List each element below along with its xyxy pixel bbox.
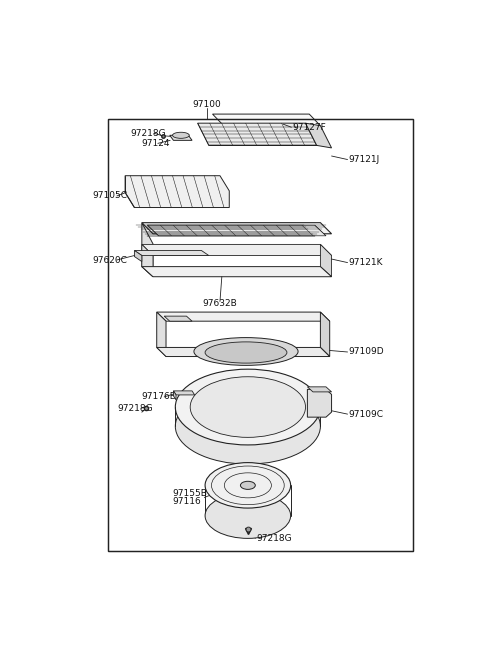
Ellipse shape [190, 377, 305, 438]
Polygon shape [142, 245, 332, 255]
Text: 97620C: 97620C [93, 256, 128, 264]
Text: 97176E: 97176E [141, 392, 176, 401]
Polygon shape [198, 123, 317, 146]
Polygon shape [147, 225, 326, 236]
Text: 97100: 97100 [192, 100, 221, 110]
Polygon shape [321, 245, 332, 277]
Ellipse shape [240, 482, 255, 489]
Polygon shape [173, 391, 176, 400]
Text: 97116: 97116 [172, 497, 201, 506]
Polygon shape [142, 222, 332, 234]
Bar [108, 119, 413, 551]
Text: 97109D: 97109D [348, 348, 384, 356]
Polygon shape [173, 391, 195, 395]
Text: 97218G: 97218G [117, 403, 153, 413]
Polygon shape [156, 348, 330, 357]
Polygon shape [125, 176, 229, 207]
Polygon shape [170, 135, 192, 140]
Polygon shape [307, 387, 332, 392]
Polygon shape [156, 312, 330, 321]
Polygon shape [134, 251, 142, 262]
Ellipse shape [205, 342, 287, 363]
Ellipse shape [205, 462, 290, 508]
Polygon shape [305, 123, 332, 148]
Polygon shape [164, 316, 192, 321]
Ellipse shape [175, 369, 321, 445]
Polygon shape [134, 251, 209, 255]
Polygon shape [156, 312, 166, 357]
Polygon shape [321, 312, 330, 357]
Text: 97124: 97124 [141, 139, 169, 148]
Polygon shape [142, 245, 153, 277]
Polygon shape [307, 390, 332, 417]
Text: 97155B: 97155B [172, 489, 207, 499]
Ellipse shape [194, 338, 298, 365]
Bar [108, 119, 413, 551]
Polygon shape [142, 266, 332, 277]
Ellipse shape [175, 388, 321, 464]
Text: 97218G: 97218G [130, 129, 166, 138]
Text: 97127F: 97127F [292, 123, 326, 132]
Text: 97109C: 97109C [348, 409, 384, 419]
Text: 97121K: 97121K [348, 258, 383, 267]
Text: 97632B: 97632B [203, 299, 237, 308]
Text: 97121J: 97121J [348, 155, 380, 164]
Text: 97105C: 97105C [93, 192, 128, 200]
Text: 97218G: 97218G [256, 534, 292, 543]
Polygon shape [142, 222, 153, 277]
Polygon shape [213, 114, 321, 126]
Ellipse shape [172, 133, 189, 138]
Ellipse shape [205, 493, 290, 539]
